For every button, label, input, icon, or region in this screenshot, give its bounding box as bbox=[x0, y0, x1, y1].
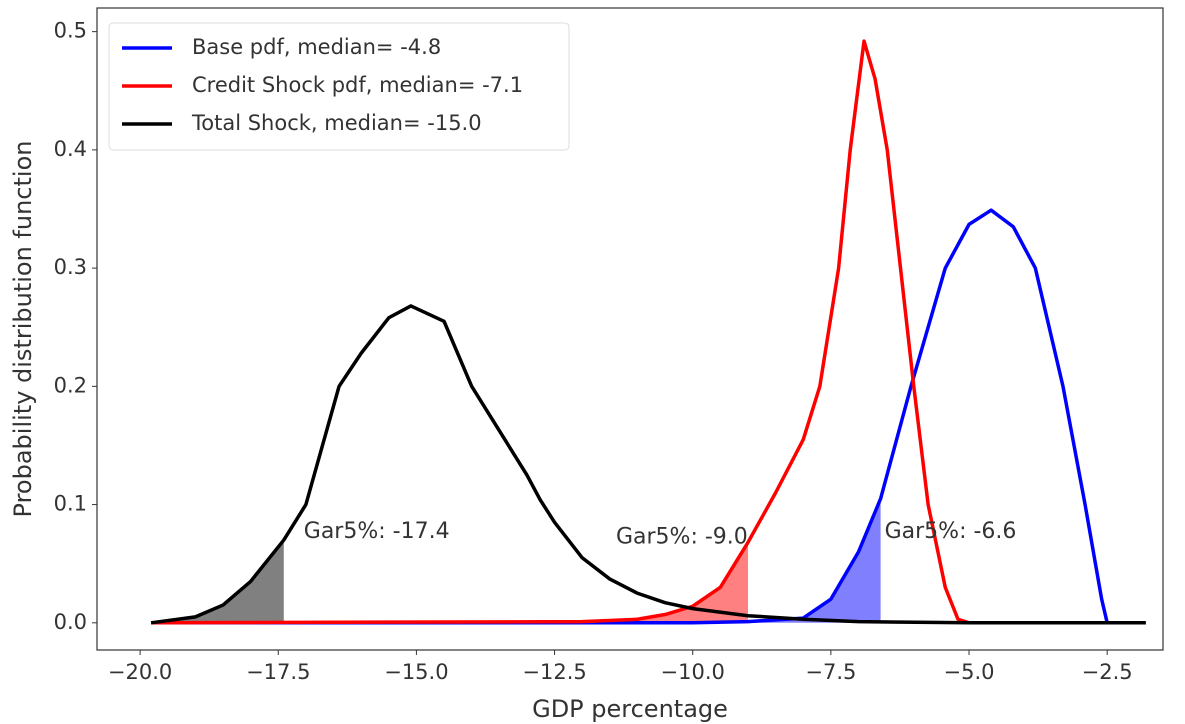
plot-frame bbox=[96, 7, 1164, 651]
legend: Base pdf, median= -4.8 Credit Shock pdf, … bbox=[108, 22, 570, 151]
legend-label: Base pdf, median= -4.8 bbox=[192, 35, 441, 59]
gar-area bbox=[151, 542, 748, 623]
x-tick-label: −20.0 bbox=[108, 660, 172, 684]
y-axis-label: Probability distribution function bbox=[9, 141, 37, 518]
x-tick-label: −12.5 bbox=[522, 660, 586, 684]
series-line bbox=[151, 208, 1109, 625]
y-tick-label: 0.5 bbox=[54, 19, 87, 43]
x-tick-label: −17.5 bbox=[246, 660, 310, 684]
legend-label: Total Shock, median= -15.0 bbox=[191, 111, 482, 135]
y-tick-label: 0.1 bbox=[54, 492, 87, 516]
x-tick-label: −2.5 bbox=[1082, 660, 1133, 684]
y-tick-label: 0.4 bbox=[54, 137, 87, 161]
series-line bbox=[150, 304, 1146, 625]
legend-box bbox=[108, 22, 570, 151]
gar-annotation: Gar5%: -6.6 bbox=[885, 519, 1017, 544]
legend-label: Credit Shock pdf, median= -7.1 bbox=[192, 73, 523, 97]
y-tick-label: 0.2 bbox=[54, 373, 87, 397]
gar-annotation: Gar5%: -9.0 bbox=[616, 525, 748, 550]
y-tick-label: 0.3 bbox=[54, 255, 87, 279]
x-tick-label: −7.5 bbox=[805, 660, 856, 684]
gar-area bbox=[151, 540, 284, 623]
series-line bbox=[151, 39, 1135, 625]
x-axis-label: GDP percentage bbox=[532, 695, 728, 723]
x-tick-label: −5.0 bbox=[944, 660, 995, 684]
x-tick-label: −15.0 bbox=[384, 660, 448, 684]
y-tick-label: 0.0 bbox=[54, 610, 87, 634]
x-tick-label: −10.0 bbox=[661, 660, 725, 684]
gar-annotation: Gar5%: -17.4 bbox=[304, 519, 450, 544]
